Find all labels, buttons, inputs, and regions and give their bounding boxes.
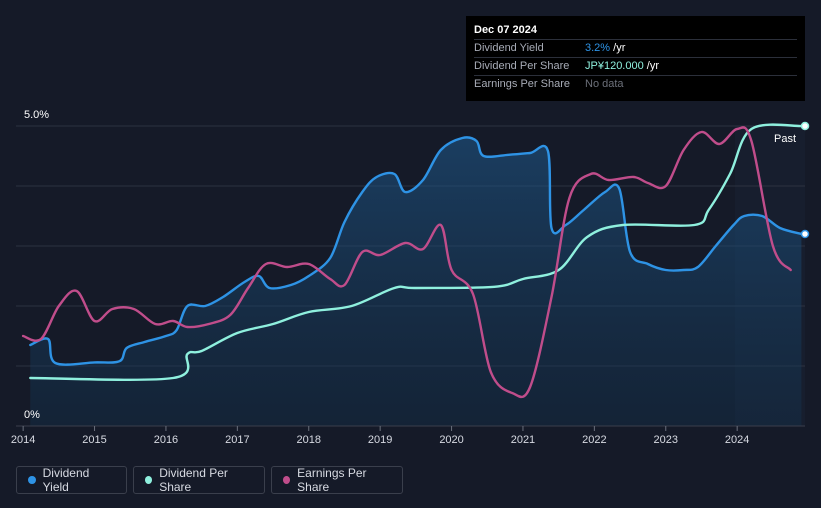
end-markers <box>800 121 810 239</box>
dividend-yield-line <box>29 136 803 366</box>
series-lines <box>21 123 803 399</box>
y-label-max: 5.0% <box>24 109 49 121</box>
tooltip-label: Dividend Per Share <box>474 60 570 72</box>
legend-dot-icon <box>28 476 36 484</box>
x-tick-label: 2022 <box>582 434 606 446</box>
y-label-min: 0% <box>24 409 40 421</box>
dividend-per-share-line <box>29 123 803 381</box>
x-tick-label: 2024 <box>725 434 749 446</box>
x-tick-label: 2017 <box>225 434 249 446</box>
legend-item-dividend-yield[interactable]: Dividend Yield <box>16 466 127 494</box>
x-tick-label: 2014 <box>11 434 35 446</box>
legend-label: Dividend Per Share <box>159 466 228 494</box>
tooltip: Dec 07 2024 Dividend Yield 3.2% /yr Divi… <box>466 16 805 101</box>
x-tick-label: 2023 <box>654 434 678 446</box>
x-tick-label: 2021 <box>511 434 535 446</box>
tooltip-value: 3.2% <box>585 42 611 54</box>
tooltip-suffix: /yr <box>610 42 626 54</box>
x-axis: 2014 2015 2016 2017 2018 2019 2020 2021 2022 2023… <box>11 425 805 446</box>
dividend-yield-end-marker <box>800 229 810 239</box>
past-label: Past <box>774 133 796 145</box>
tooltip-label: Earnings Per Share <box>474 78 570 90</box>
legend-label: Dividend Yield <box>42 466 90 494</box>
x-tick-label: 2020 <box>439 434 463 446</box>
tooltip-label: Dividend Yield <box>474 42 544 54</box>
legend-item-earnings-per-share[interactable]: Earnings Per Share <box>271 466 403 494</box>
y-axis-labels: 5.0% 0% <box>24 109 49 421</box>
x-tick-label: 2018 <box>297 434 321 446</box>
legend-label: Earnings Per Share <box>297 466 367 494</box>
tooltip-row-dividend-per-share: Dividend Per Share JP¥120.000 /yr <box>474 57 797 75</box>
tooltip-date: Dec 07 2024 <box>474 24 537 36</box>
x-tick-label: 2015 <box>82 434 106 446</box>
x-tick-label: 2016 <box>154 434 178 446</box>
tooltip-value: JP¥120.000 <box>585 60 644 72</box>
dividend-per-share-end-marker <box>800 121 810 131</box>
legend-item-dividend-per-share[interactable]: Dividend Per Share <box>133 466 265 494</box>
tooltip-suffix: /yr <box>643 60 659 72</box>
earnings-per-share-line <box>21 126 792 399</box>
tooltip-row-dividend-yield: Dividend Yield 3.2% /yr <box>474 39 797 57</box>
x-tick-label: 2019 <box>368 434 392 446</box>
tooltip-value: No data <box>585 78 624 90</box>
legend-dot-icon <box>145 476 153 484</box>
dividend-yield-area <box>30 137 802 426</box>
legend-dot-icon <box>283 476 291 484</box>
dividend-yield-area <box>30 137 802 426</box>
tooltip-row-earnings-per-share: Earnings Per Share No data <box>474 75 797 93</box>
